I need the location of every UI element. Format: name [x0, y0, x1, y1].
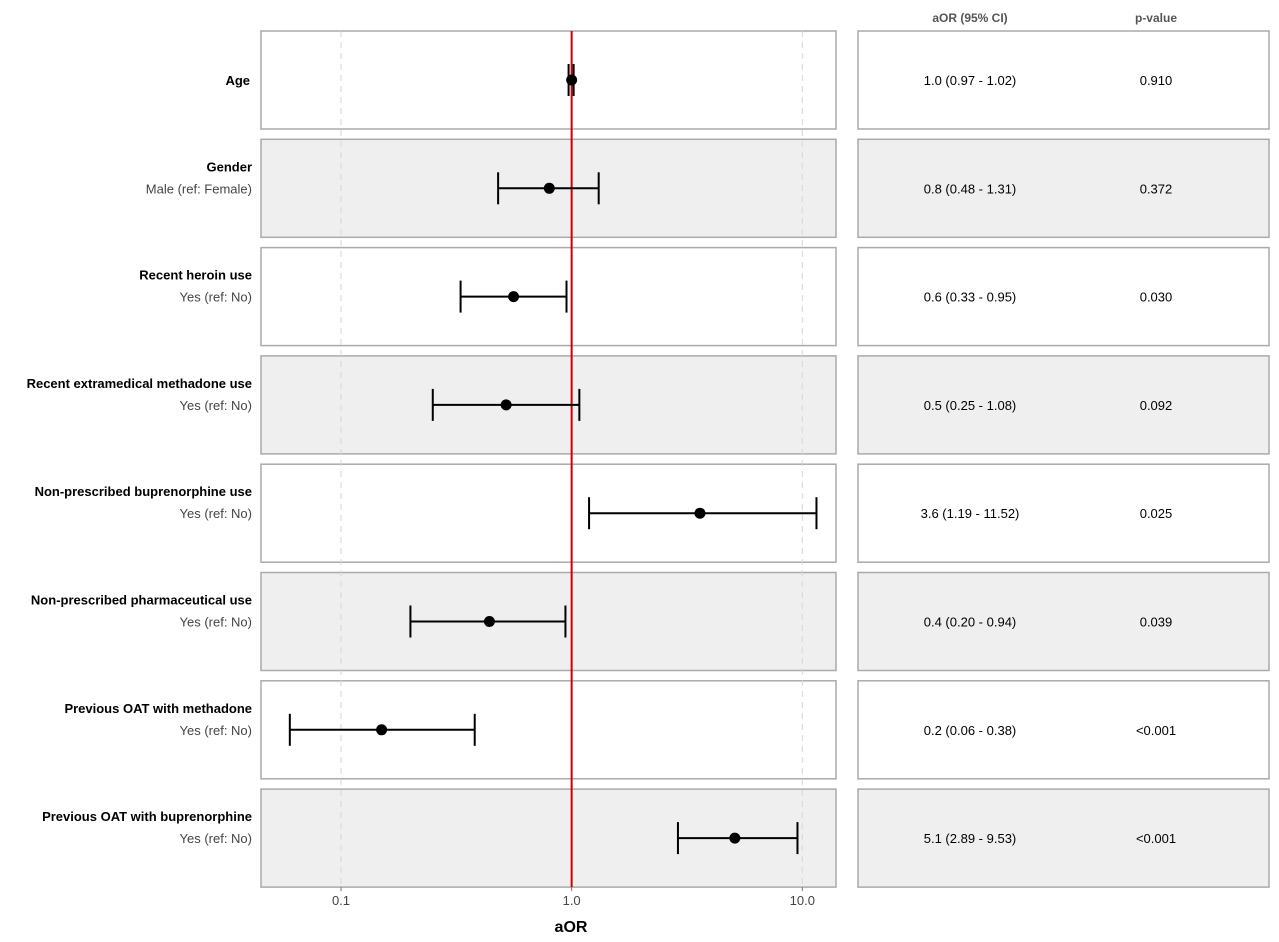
p-value-cell: <0.001: [1136, 723, 1176, 738]
variable-label: Previous OAT with buprenorphine: [42, 809, 252, 824]
estimate-point: [483, 616, 495, 627]
level-label: Yes (ref: No): [180, 831, 253, 846]
variable-label: Gender: [206, 159, 252, 174]
table-panel: [857, 680, 1270, 780]
variable-label: Non-prescribed buprenorphine use: [35, 484, 252, 499]
p-value-cell: 0.025: [1140, 506, 1173, 521]
ci-text-cell: 0.6 (0.33 - 0.95): [924, 290, 1017, 305]
variable-label: Non-prescribed pharmaceutical use: [31, 593, 252, 608]
panel-backgrounds: [260, 30, 1270, 888]
ci-text-cell: 0.2 (0.06 - 0.38): [924, 723, 1017, 738]
table-panel: [857, 30, 1270, 130]
p-value-cell: 0.372: [1140, 181, 1173, 196]
x-tick-label: 0.1: [332, 893, 350, 908]
variable-label: Age: [225, 73, 250, 88]
ci-text-cell: 0.4 (0.20 - 0.94): [924, 615, 1017, 630]
p-value-cell: 0.092: [1140, 398, 1173, 413]
p-value-cell: 0.039: [1140, 615, 1173, 630]
ci-text-cell: 5.1 (2.89 - 9.53): [924, 831, 1017, 846]
p-value-cell: 0.030: [1140, 290, 1173, 305]
level-label: Yes (ref: No): [180, 615, 253, 630]
variable-label: Recent heroin use: [139, 268, 252, 283]
table-panel: [857, 355, 1270, 455]
plot-panel: [260, 30, 837, 130]
table-cells: 1.0 (0.97 - 1.02) 0.910 0.8 (0.48 - 1.31) 0…: [921, 73, 1176, 846]
x-axis-label: aOR: [555, 919, 588, 936]
ci-text-cell: 0.5 (0.25 - 1.08): [924, 398, 1017, 413]
estimate-point: [508, 291, 520, 303]
variable-label: Recent extramedical methadone use: [27, 376, 252, 391]
table-header-ci: aOR (95% CI): [932, 11, 1007, 25]
variable-label: Previous OAT with methadone: [64, 701, 252, 716]
ci-text-cell: 3.6 (1.19 - 11.52): [921, 506, 1020, 521]
estimate-point: [376, 724, 388, 736]
p-value-cell: 0.910: [1140, 73, 1173, 88]
table-panel: [857, 246, 1270, 347]
estimate-point: [729, 832, 741, 844]
level-label: Yes (ref: No): [180, 506, 253, 521]
table-header-p: p-value: [1135, 11, 1177, 25]
estimate-point: [694, 507, 706, 519]
estimate-point: [543, 182, 555, 194]
estimate-point: [500, 399, 512, 411]
row-labels: Age Gender Male (ref: Female) Recent heroin…: [27, 73, 252, 846]
ci-text-cell: 1.0 (0.97 - 1.02): [924, 73, 1017, 88]
x-tick-label: 10.0: [790, 893, 815, 908]
level-label: Yes (ref: No): [180, 723, 253, 738]
table-panel: [857, 788, 1270, 888]
x-axis-ticks: 0.1 1.0 10.0: [332, 887, 815, 908]
level-label: Yes (ref: No): [180, 290, 253, 305]
table-panel: [857, 571, 1270, 672]
table-panel: [857, 138, 1270, 239]
level-label: Yes (ref: No): [180, 398, 253, 413]
estimate-point: [566, 74, 578, 86]
x-tick-label: 1.0: [563, 893, 581, 908]
estimate-points: [376, 74, 741, 844]
p-value-cell: <0.001: [1136, 831, 1176, 846]
ci-text-cell: 0.8 (0.48 - 1.31): [924, 181, 1017, 196]
level-label: Male (ref: Female): [146, 181, 252, 196]
table-panel: [857, 463, 1270, 563]
